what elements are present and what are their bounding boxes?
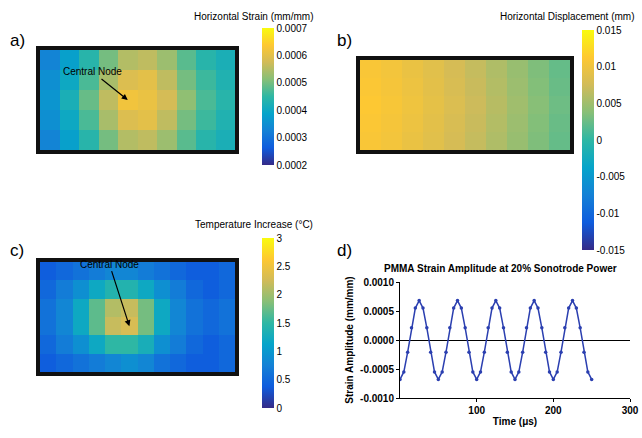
svg-text:d): d) (337, 241, 352, 260)
svg-text:-0.01: -0.01 (597, 208, 620, 219)
svg-text:-0.015: -0.015 (597, 245, 626, 256)
svg-text:Central Node: Central Node (80, 259, 139, 270)
svg-text:Time (μs): Time (μs) (493, 416, 537, 427)
svg-text:Horizontal Strain (mm/mm): Horizontal Strain (mm/mm) (194, 11, 313, 22)
svg-text:0.005: 0.005 (597, 98, 622, 109)
svg-text:Strain Amplitude (mm/mm): Strain Amplitude (mm/mm) (344, 276, 355, 403)
svg-text:b): b) (337, 31, 352, 50)
svg-text:0.0004: 0.0004 (277, 105, 308, 116)
svg-text:0.0003: 0.0003 (277, 132, 308, 143)
svg-text:PMMA Strain Amplitude at 20% S: PMMA Strain Amplitude at 20% Sonotrode P… (384, 263, 617, 274)
svg-text:2: 2 (277, 289, 283, 300)
svg-text:0.01: 0.01 (597, 61, 617, 72)
svg-text:1: 1 (277, 346, 283, 357)
svg-text:0.015: 0.015 (597, 25, 622, 36)
svg-text:-0.0005: -0.0005 (360, 364, 394, 375)
svg-text:3: 3 (277, 233, 283, 244)
svg-text:1.5: 1.5 (277, 318, 291, 329)
svg-text:300: 300 (622, 405, 639, 416)
svg-text:2.5: 2.5 (277, 261, 291, 272)
svg-text:0.5: 0.5 (277, 374, 291, 385)
svg-text:0.0005: 0.0005 (277, 77, 308, 88)
svg-text:200: 200 (545, 405, 562, 416)
svg-text:c): c) (10, 241, 24, 260)
svg-text:a): a) (10, 31, 25, 50)
svg-text:100: 100 (468, 405, 485, 416)
svg-text:-0.0010: -0.0010 (360, 393, 394, 404)
svg-text:0.0006: 0.0006 (277, 50, 308, 61)
svg-text:0.0000: 0.0000 (363, 335, 394, 346)
svg-text:0.0007: 0.0007 (277, 23, 308, 34)
svg-text:0.0010: 0.0010 (363, 277, 394, 288)
svg-text:Horizontal Displacement (mm): Horizontal Displacement (mm) (500, 11, 634, 22)
svg-text:Temperature Increase (°C): Temperature Increase (°C) (195, 219, 313, 230)
svg-text:0: 0 (277, 403, 283, 414)
svg-text:0: 0 (597, 135, 603, 146)
svg-text:Central Node: Central Node (63, 66, 122, 77)
svg-text:0.0002: 0.0002 (277, 160, 308, 171)
svg-text:-0.005: -0.005 (597, 171, 626, 182)
svg-text:0.0005: 0.0005 (363, 306, 394, 317)
